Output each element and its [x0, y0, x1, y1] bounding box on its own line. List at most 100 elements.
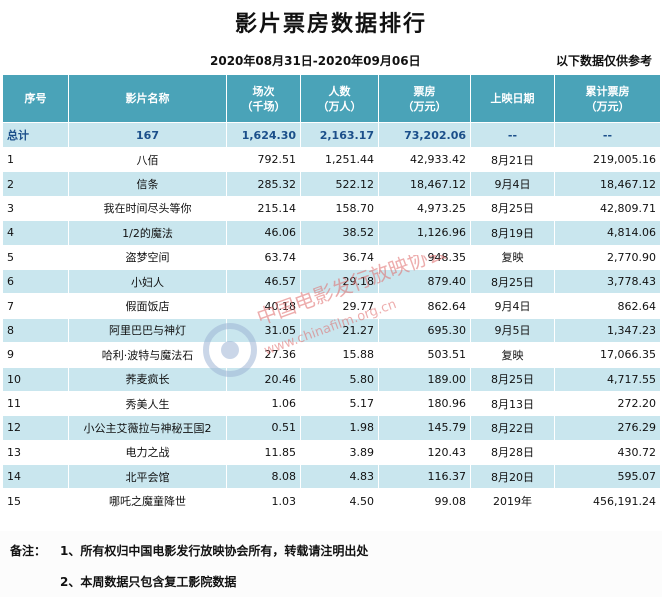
cell-title: 我在时间尽头等你	[68, 195, 227, 222]
cell-rank: 12	[2, 415, 69, 441]
cell-release: 9月4日	[470, 293, 555, 319]
notes-label: 备注：	[10, 544, 47, 558]
cell-rank: 1	[2, 146, 69, 173]
cell-release: 8月20日	[470, 464, 555, 490]
cell-gross: 189.00	[378, 366, 471, 392]
table-row: 4 1/2的魔法 46.06 38.52 1,126.96 8月19日 4,814.06	[2, 220, 661, 246]
cell-rank: 6	[2, 268, 69, 295]
cell-gross: 948.35	[378, 244, 471, 270]
cell-shows: 27.36	[226, 342, 301, 368]
cell-title: 北平会馆	[68, 464, 227, 490]
cell-shows: 0.51	[226, 415, 301, 441]
cell-shows: 46.06	[226, 220, 301, 246]
total-release: --	[470, 122, 555, 148]
cell-audience: 522.12	[300, 171, 379, 197]
cell-rank: 8	[2, 317, 69, 344]
col-gross: 票房 （万元）	[378, 74, 471, 123]
cell-gross: 862.64	[378, 293, 471, 319]
col-name: 影片名称	[68, 74, 227, 123]
cell-gross: 145.79	[378, 415, 471, 441]
table-row: 2 信条 285.32 522.12 18,467.12 9月4日 18,467.12	[2, 171, 661, 197]
table-row: 3 我在时间尽头等你 215.14 158.70 4,973.25 8月25日 42,809…	[2, 195, 661, 222]
table-row: 5 盗梦空间 63.74 36.74 948.35 复映 2,770.90	[2, 244, 661, 270]
cell-audience: 4.50	[300, 488, 379, 514]
cell-audience: 158.70	[300, 195, 379, 222]
cell-cumulative: 2,770.90	[554, 244, 661, 270]
total-audience: 2,163.17	[300, 122, 379, 148]
cell-release: 复映	[470, 244, 555, 270]
col-rank: 序号	[2, 74, 69, 123]
cell-shows: 11.85	[226, 439, 301, 466]
total-gross: 73,202.06	[378, 122, 471, 148]
cell-cumulative: 276.29	[554, 415, 661, 441]
cell-cumulative: 18,467.12	[554, 171, 661, 197]
cell-title: 小公主艾薇拉与神秘王国2	[68, 415, 227, 441]
table-row: 15 哪吒之魔童降世 1.03 4.50 99.08 2019年 456,191.24	[2, 488, 661, 514]
table-row: 8 阿里巴巴与神灯 31.05 21.27 695.30 9月5日 1,347.23	[2, 317, 661, 344]
cell-rank: 13	[2, 439, 69, 466]
cell-cumulative: 272.20	[554, 390, 661, 417]
cell-shows: 1.03	[226, 488, 301, 514]
table-row: 12 小公主艾薇拉与神秘王国2 0.51 1.98 145.79 8月22日 276.29	[2, 415, 661, 441]
table-row: 1 八佰 792.51 1,251.44 42,933.42 8月21日 219,005.1…	[2, 146, 661, 173]
cell-gross: 503.51	[378, 342, 471, 368]
cell-title: 1/2的魔法	[68, 220, 227, 246]
cell-cumulative: 219,005.16	[554, 146, 661, 173]
cell-shows: 792.51	[226, 146, 301, 173]
cell-gross: 120.43	[378, 439, 471, 466]
cell-title: 哈利·波特与魔法石	[68, 342, 227, 368]
table-row: 13 电力之战 11.85 3.89 120.43 8月28日 430.72	[2, 439, 661, 466]
cell-gross: 695.30	[378, 317, 471, 344]
cell-release: 8月22日	[470, 415, 555, 441]
total-label: 总计	[2, 122, 69, 148]
cell-cumulative: 4,717.55	[554, 366, 661, 392]
cell-gross: 879.40	[378, 268, 471, 295]
cell-gross: 116.37	[378, 464, 471, 490]
total-count: 167	[68, 122, 227, 148]
table-row: 7 假面饭店 40.18 29.77 862.64 9月4日 862.64	[2, 293, 661, 319]
cell-release: 8月21日	[470, 146, 555, 173]
cell-cumulative: 42,809.71	[554, 195, 661, 222]
cell-title: 小妇人	[68, 268, 227, 295]
cell-rank: 10	[2, 366, 69, 392]
cell-title: 假面饭店	[68, 293, 227, 319]
page-title: 影片票房数据排行	[234, 12, 427, 37]
cell-shows: 31.05	[226, 317, 301, 344]
box-office-table: 序号 影片名称 场次 （千场） 人数 （万人） 票房 （万元） 上映日期 累计票…	[2, 74, 661, 514]
cell-audience: 15.88	[300, 342, 379, 368]
col-cumulative: 累计票房 （万元）	[554, 74, 661, 123]
cell-cumulative: 430.72	[554, 439, 661, 466]
cell-gross: 42,933.42	[378, 146, 471, 173]
cell-rank: 11	[2, 390, 69, 417]
cell-audience: 21.27	[300, 317, 379, 344]
cell-rank: 5	[2, 244, 69, 270]
cell-release: 2019年	[470, 488, 555, 514]
cell-audience: 5.80	[300, 366, 379, 392]
cell-gross: 99.08	[378, 488, 471, 514]
table-row: 9 哈利·波特与魔法石 27.36 15.88 503.51 复映 17,066.35	[2, 342, 661, 368]
cell-gross: 4,973.25	[378, 195, 471, 222]
total-cumulative: --	[554, 122, 661, 148]
cell-title: 荞麦疯长	[68, 366, 227, 392]
cell-audience: 38.52	[300, 220, 379, 246]
cell-release: 9月4日	[470, 171, 555, 197]
cell-audience: 3.89	[300, 439, 379, 466]
cell-shows: 40.18	[226, 293, 301, 319]
subheader: 2020年08月31日-2020年09月06日 以下数据仅供参考	[0, 46, 662, 74]
col-shows: 场次 （千场）	[226, 74, 301, 123]
cell-title: 信条	[68, 171, 227, 197]
cell-audience: 29.77	[300, 293, 379, 319]
cell-release: 9月5日	[470, 317, 555, 344]
cell-cumulative: 4,814.06	[554, 220, 661, 246]
table-row: 10 荞麦疯长 20.46 5.80 189.00 8月25日 4,717.55	[2, 366, 661, 392]
cell-shows: 1.06	[226, 390, 301, 417]
col-audience: 人数 （万人）	[300, 74, 379, 123]
cell-release: 复映	[470, 342, 555, 368]
cell-gross: 1,126.96	[378, 220, 471, 246]
cell-title: 阿里巴巴与神灯	[68, 317, 227, 344]
cell-title: 秀美人生	[68, 390, 227, 417]
cell-rank: 4	[2, 220, 69, 246]
cell-cumulative: 595.07	[554, 464, 661, 490]
total-row: 总计 167 1,624.30 2,163.17 73,202.06 -- --	[2, 122, 661, 148]
cell-title: 八佰	[68, 146, 227, 173]
